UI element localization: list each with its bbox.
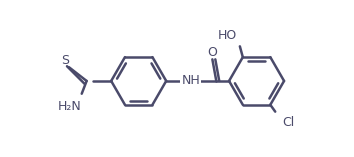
Text: NH: NH <box>181 74 200 87</box>
Text: HO: HO <box>217 29 237 42</box>
Text: O: O <box>207 46 217 59</box>
Text: S: S <box>61 54 69 67</box>
Text: Cl: Cl <box>282 116 294 129</box>
Text: H₂N: H₂N <box>58 100 82 113</box>
